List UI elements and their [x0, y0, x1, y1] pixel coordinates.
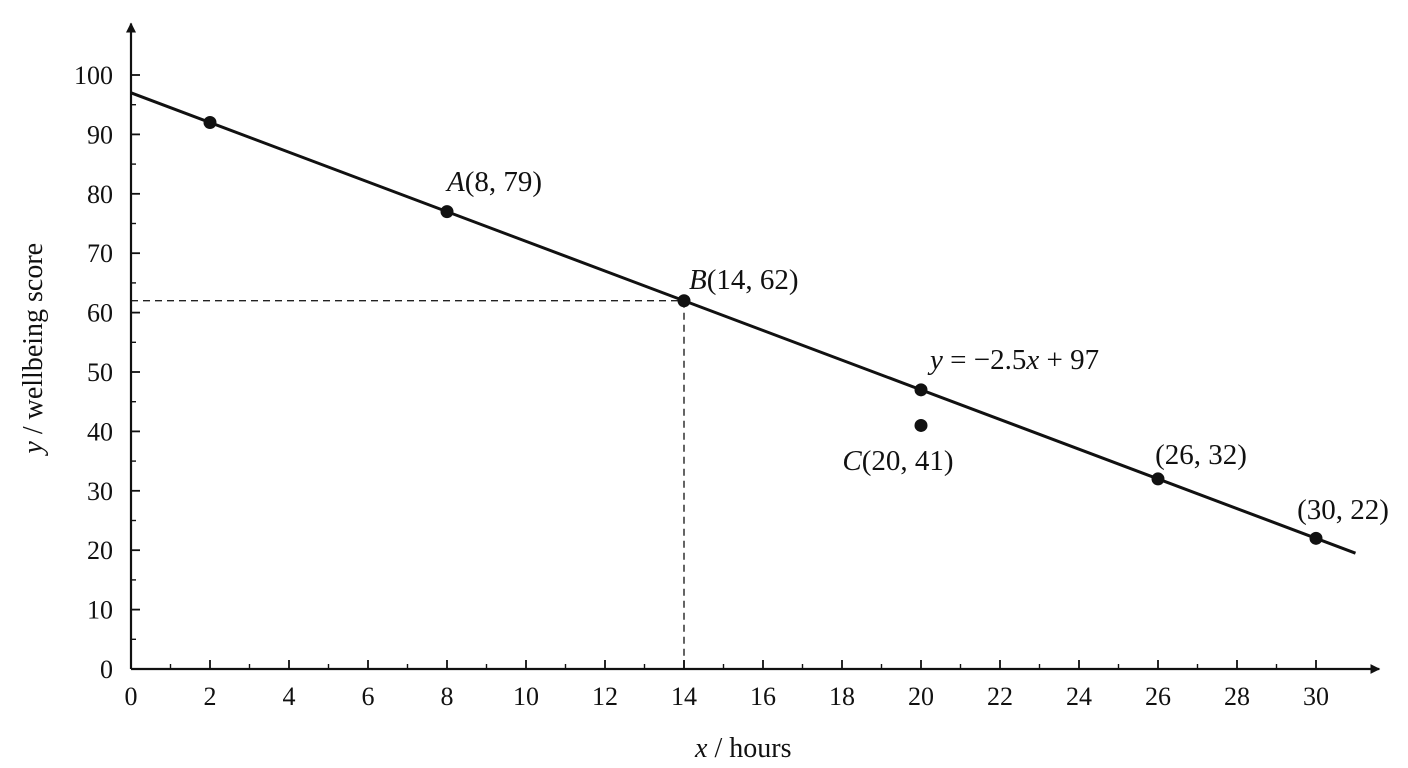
x-tick-label: 22 — [987, 682, 1013, 711]
data-point — [914, 418, 928, 432]
y-tick-label: 0 — [100, 655, 113, 684]
y-tick-label: 30 — [87, 477, 113, 506]
x-tick-label: 2 — [204, 682, 217, 711]
annotation-b-coords: (14, 62) — [707, 264, 799, 296]
y-tick-label: 100 — [74, 61, 113, 90]
x-tick-label: 14 — [671, 682, 697, 711]
y-tick-label: 40 — [87, 417, 113, 446]
y-axis-title: y / wellbeing score — [18, 243, 49, 457]
y-tick-label: 60 — [87, 299, 113, 328]
trend-line-group — [130, 91, 1357, 555]
data-point — [440, 205, 454, 219]
y-tick-label: 70 — [87, 239, 113, 268]
x-tick-label: 10 — [513, 682, 539, 711]
annotation-c: C(20, 41) — [842, 445, 953, 477]
equation-var: x — [1025, 344, 1039, 376]
y-tick-label: 10 — [87, 596, 113, 625]
x-tick-label: 4 — [283, 682, 296, 711]
x-tick-label: 16 — [750, 682, 776, 711]
y-axis-var: y — [18, 441, 49, 457]
y-tick-label: 50 — [87, 358, 113, 387]
y-tick-label: 80 — [87, 180, 113, 209]
annotation-b: B(14, 62) — [689, 264, 799, 296]
x-tick-label: 26 — [1145, 682, 1171, 711]
x-tick-label: 6 — [362, 682, 375, 711]
x-tick-label: 20 — [908, 682, 934, 711]
x-tick-label: 12 — [592, 682, 618, 711]
data-point — [914, 383, 928, 397]
annotation-a-coords: (8, 79) — [465, 166, 542, 198]
annotation-a: A(8, 79) — [445, 166, 542, 198]
ticks: 0 2 4 6 8 10 12 14 16 18 20 22 24 26 28 300102030405060… — [74, 61, 1329, 711]
x-tick-label: 8 — [441, 682, 454, 711]
data-point — [1309, 531, 1323, 545]
equation-label: y = −2.5x + 97 — [927, 344, 1099, 376]
x-axis-var: x — [694, 733, 708, 764]
x-tick-label: 30 — [1303, 682, 1329, 711]
equation-lhs: y — [927, 344, 943, 376]
annotation-30-22: (30, 22) — [1297, 494, 1389, 526]
data-point — [677, 294, 691, 308]
y-tick-label: 20 — [87, 536, 113, 565]
annotation-b-letter: B — [689, 264, 707, 296]
y-tick-label: 90 — [87, 120, 113, 149]
annotation-26-32: (26, 32) — [1155, 439, 1247, 471]
axes — [126, 22, 1381, 674]
x-tick-label: 24 — [1066, 682, 1092, 711]
equation-mid: = −2.5 — [943, 344, 1026, 376]
data-points — [203, 116, 1323, 545]
regression-line — [130, 91, 1357, 555]
guide-lines — [131, 300, 685, 669]
y-axis-unit: / wellbeing score — [18, 243, 49, 441]
x-axis-title: x / hours — [694, 733, 791, 764]
x-tick-label: 0 — [125, 682, 138, 711]
data-point — [203, 116, 217, 130]
x-tick-label: 18 — [829, 682, 855, 711]
x-axis-unit: / hours — [707, 733, 791, 764]
annotation-c-letter: C — [842, 445, 862, 477]
data-point — [1151, 472, 1165, 486]
x-tick-label: 28 — [1224, 682, 1250, 711]
equation-rest: + 97 — [1039, 344, 1099, 376]
annotation-a-letter: A — [445, 166, 465, 198]
annotation-c-coords: (20, 41) — [862, 445, 954, 477]
